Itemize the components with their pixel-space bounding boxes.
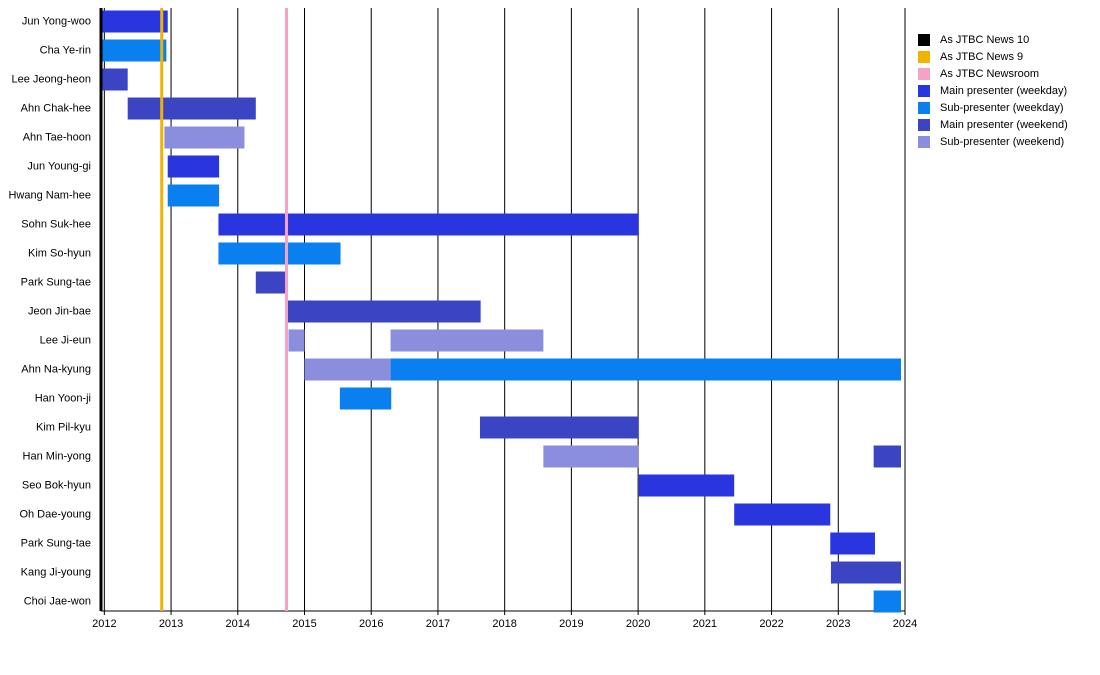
legend-label: As JTBC News 9 (940, 51, 1023, 63)
bar (638, 474, 735, 497)
row-label: Ahn Na-kyung (21, 363, 91, 375)
bar (288, 329, 305, 352)
bar (873, 590, 901, 613)
legend-swatch (918, 119, 930, 131)
bar (734, 503, 831, 526)
bar (101, 10, 168, 33)
row-label: Seo Bok-hyun (22, 479, 91, 491)
legend-label: Main presenter (weekday) (940, 85, 1067, 97)
row-label: Kim So-hyun (28, 247, 91, 259)
x-tick-label: 2023 (826, 618, 850, 630)
x-tick-label: 2016 (359, 618, 383, 630)
bar (167, 184, 220, 207)
legend-swatch (918, 68, 930, 80)
x-tick-label: 2014 (226, 618, 250, 630)
x-tick-label: 2020 (626, 618, 650, 630)
bar (390, 358, 901, 381)
x-tick-label: 2022 (759, 618, 783, 630)
legend-swatch (918, 34, 930, 46)
row-label: Park Sung-tae (21, 276, 91, 288)
legend-swatch (918, 85, 930, 97)
row-label: Han Yoon-ji (35, 392, 91, 404)
row-label: Jun Yong-woo (22, 15, 91, 27)
bar (543, 445, 639, 468)
row-label: Park Sung-tae (21, 537, 91, 549)
legend-label: As JTBC Newsroom (940, 68, 1039, 80)
row-label: Hwang Nam-hee (8, 189, 91, 201)
legend-label: Sub-presenter (weekday) (940, 102, 1064, 114)
row-label: Lee Ji-eun (40, 334, 91, 346)
x-tick-label: 2015 (292, 618, 316, 630)
bar (127, 97, 256, 120)
bar (101, 39, 167, 62)
legend-label: Sub-presenter (weekend) (940, 136, 1064, 148)
row-label: Jun Young-gi (27, 160, 91, 172)
bar (255, 271, 287, 294)
bar (101, 68, 128, 91)
row-label: Kang Ji-young (21, 566, 91, 578)
row-label: Sohn Suk-hee (21, 218, 91, 230)
legend-label: Main presenter (weekend) (940, 119, 1068, 131)
x-tick-label: 2019 (559, 618, 583, 630)
bar (479, 416, 639, 439)
bar (218, 242, 341, 265)
row-label: Jeon Jin-bae (28, 305, 91, 317)
row-label: Ahn Tae-hoon (23, 131, 91, 143)
legend-swatch (918, 51, 930, 63)
bar (873, 445, 901, 468)
bar (167, 155, 220, 178)
bar (164, 126, 245, 149)
bar (830, 561, 901, 584)
bar (390, 329, 544, 352)
legend-swatch (918, 102, 930, 114)
row-label: Han Min-yong (23, 450, 91, 462)
x-tick-label: 2017 (426, 618, 450, 630)
row-label: Oh Dae-young (19, 508, 91, 520)
legend-swatch (918, 136, 930, 148)
x-tick-label: 2013 (159, 618, 183, 630)
bar (339, 387, 392, 410)
row-label: Lee Jeong-heon (11, 73, 91, 85)
bar (304, 358, 391, 381)
row-label: Kim Pil-kyu (36, 421, 91, 433)
bar (218, 213, 639, 236)
x-tick-label: 2024 (893, 618, 917, 630)
x-tick-label: 2021 (693, 618, 717, 630)
bar (830, 532, 875, 555)
legend-label: As JTBC News 10 (940, 34, 1029, 46)
row-label: Ahn Chak-hee (21, 102, 91, 114)
x-tick-label: 2012 (92, 618, 116, 630)
row-label: Choi Jae-won (24, 595, 91, 607)
row-label: Cha Ye-rin (40, 44, 91, 56)
x-tick-label: 2018 (492, 618, 516, 630)
bar (286, 300, 481, 323)
